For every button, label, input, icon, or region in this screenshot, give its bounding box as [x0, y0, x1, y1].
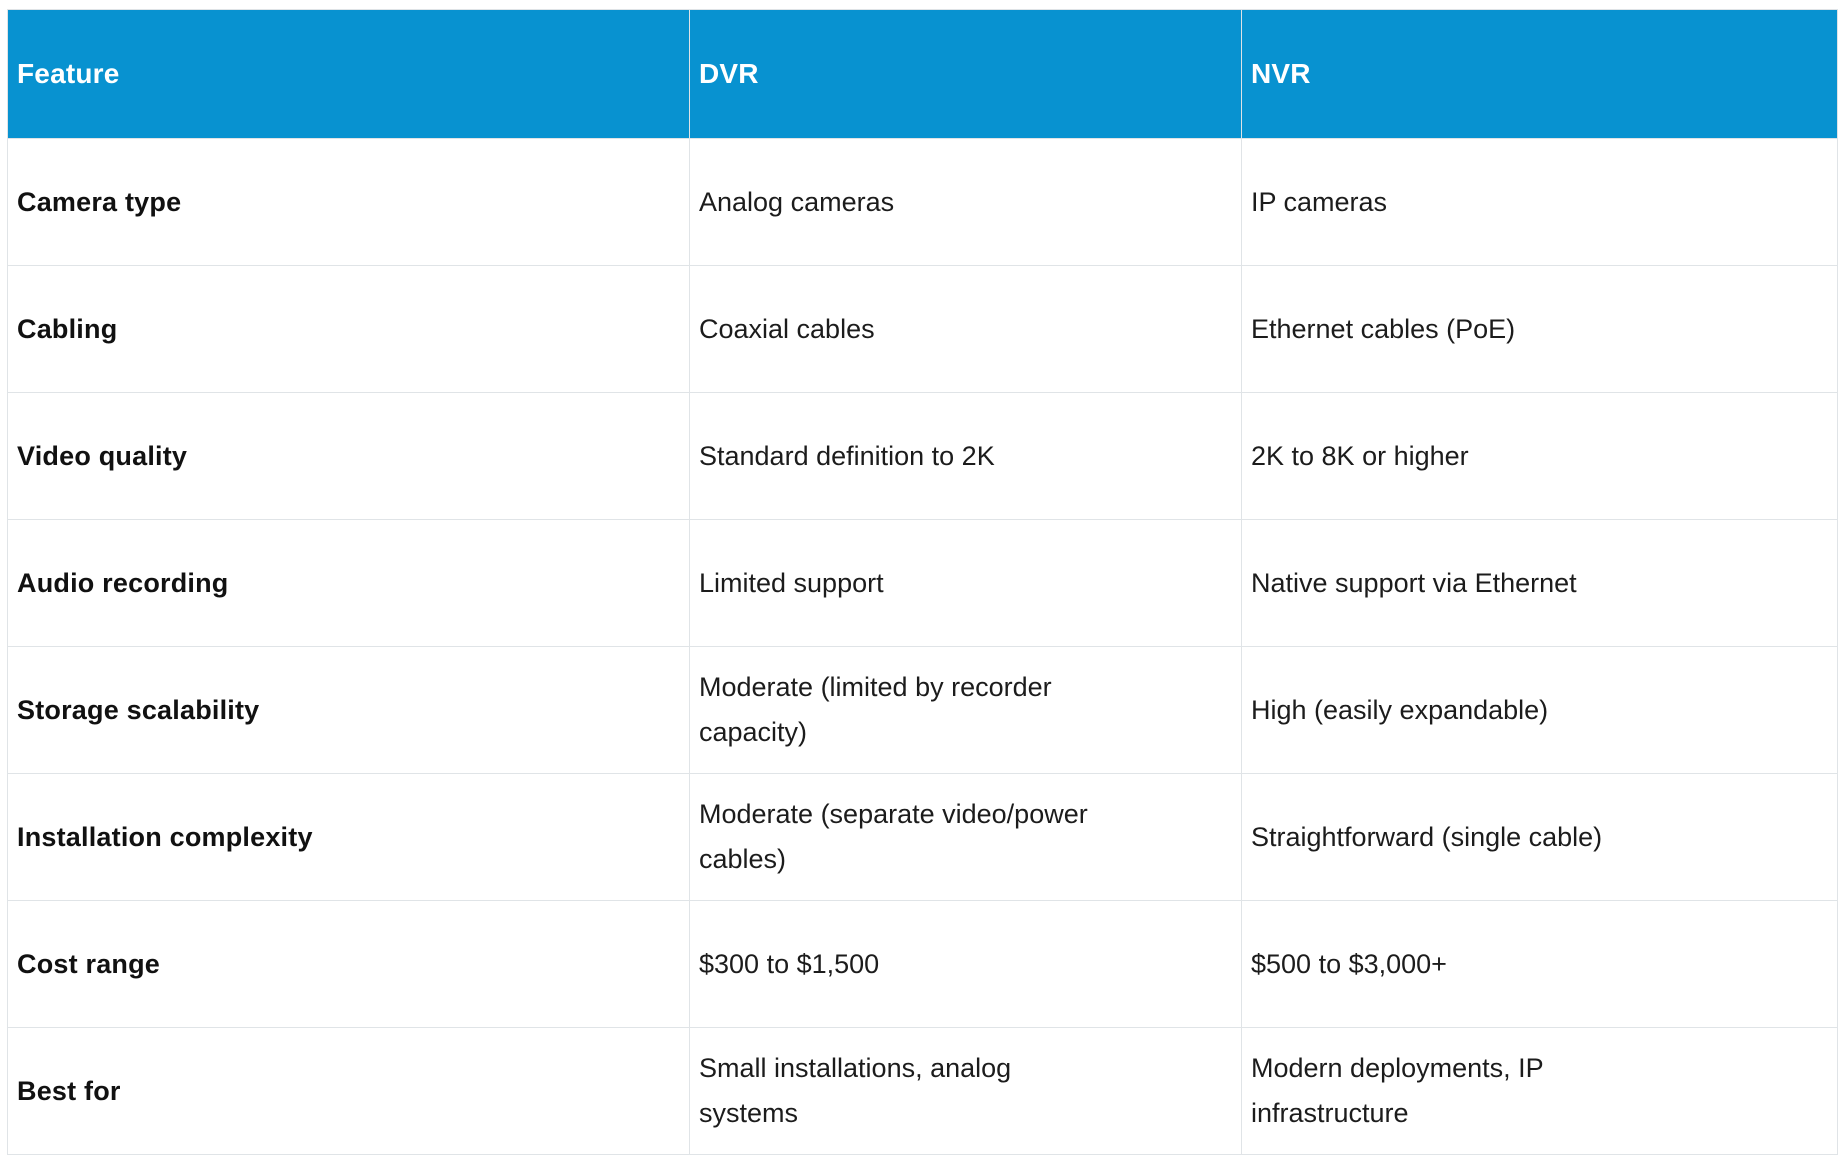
cell-feature: Audio recording [7, 519, 690, 647]
table-row: Storage scalability Moderate (limited by… [7, 646, 1838, 774]
table-row: Installation complexity Moderate (separa… [7, 773, 1838, 901]
cell-dvr: $300 to $1,500 [689, 900, 1242, 1028]
header-row: Feature DVR NVR [7, 9, 1838, 139]
table-row: Cabling Coaxial cables Ethernet cables (… [7, 265, 1838, 393]
cell-feature: Best for [7, 1027, 690, 1155]
header-cell-nvr: NVR [1241, 9, 1838, 139]
table-row: Best for Small installations, analog sys… [7, 1027, 1838, 1155]
cell-dvr: Limited support [689, 519, 1242, 647]
cell-dvr: Coaxial cables [689, 265, 1242, 393]
cell-feature: Cost range [7, 900, 690, 1028]
table-row: Camera type Analog cameras IP cameras [7, 138, 1838, 266]
cell-nvr: $500 to $3,000+ [1241, 900, 1838, 1028]
header-cell-dvr: DVR [689, 9, 1242, 139]
cell-dvr: Moderate (limited by recorder capacity) [689, 646, 1242, 774]
cell-dvr: Analog cameras [689, 138, 1242, 266]
cell-feature: Video quality [7, 392, 690, 520]
cell-dvr: Small installations, analog systems [689, 1027, 1242, 1155]
cell-dvr: Moderate (separate video/power cables) [689, 773, 1242, 901]
cell-feature: Installation complexity [7, 773, 690, 901]
cell-feature: Camera type [7, 138, 690, 266]
dvr-nvr-comparison-table: Feature DVR NVR Camera type Analog camer… [7, 9, 1838, 1155]
cell-feature: Storage scalability [7, 646, 690, 774]
cell-nvr: High (easily expandable) [1241, 646, 1838, 774]
cell-nvr: IP cameras [1241, 138, 1838, 266]
table-row: Audio recording Limited support Native s… [7, 519, 1838, 647]
cell-nvr: Modern deployments, IP infrastructure [1241, 1027, 1838, 1155]
header-cell-feature: Feature [7, 9, 690, 139]
cell-nvr: Ethernet cables (PoE) [1241, 265, 1838, 393]
cell-dvr: Standard definition to 2K [689, 392, 1242, 520]
cell-nvr: Straightforward (single cable) [1241, 773, 1838, 901]
cell-nvr: Native support via Ethernet [1241, 519, 1838, 647]
table-row: Cost range $300 to $1,500 $500 to $3,000… [7, 900, 1838, 1028]
cell-nvr: 2K to 8K or higher [1241, 392, 1838, 520]
table-row: Video quality Standard definition to 2K … [7, 392, 1838, 520]
cell-feature: Cabling [7, 265, 690, 393]
